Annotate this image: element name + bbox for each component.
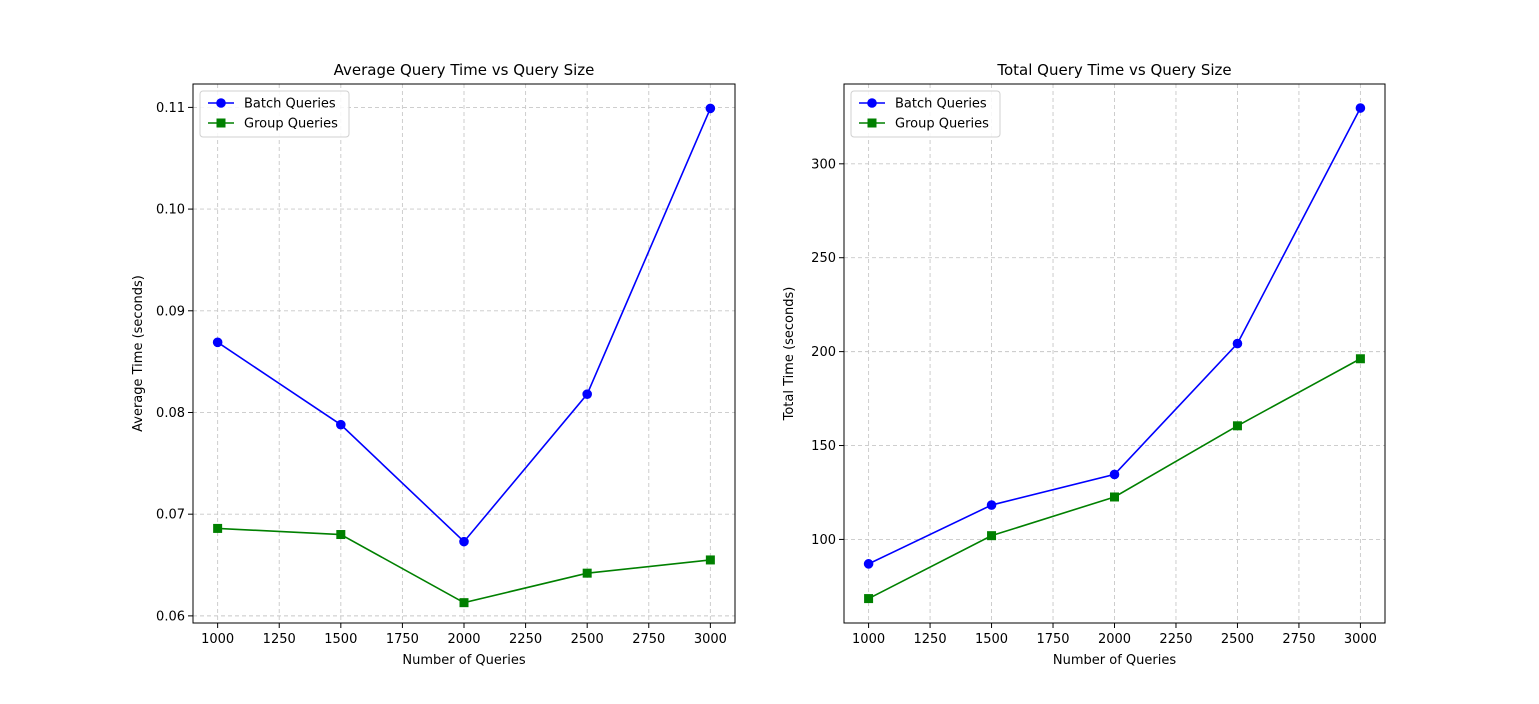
y-tick-label: 300 [811,157,836,172]
legend-box [850,90,1001,138]
legend-marker-group-queries [216,118,226,128]
data-point-batch-queries [582,389,592,399]
legend-label-group-queries: Group Queries [895,117,989,132]
x-axis-label: Number of Queries [1053,653,1176,668]
data-point-group-queries [213,523,223,533]
data-point-group-queries [864,594,874,604]
data-point-batch-queries [1232,338,1243,349]
x-tick-label: 2250 [1159,632,1192,647]
y-tick-label: 0.08 [156,406,185,421]
y-tick-label: 0.11 [156,101,185,116]
y-tick-label: 0.07 [156,508,185,523]
x-tick-label: 1750 [1036,632,1069,647]
chart-title: Average Query Time vs Query Size [334,61,595,79]
y-tick-label: 0.10 [156,203,185,218]
data-point-group-queries [336,530,346,540]
x-tick-label: 2500 [1221,632,1254,647]
legend: Batch Queries Group Queries [850,90,1001,138]
chart-average-query-time: 1000 1250 1500 1750 2000 2250 2500 2750 3000 0.06… [131,61,736,668]
legend-label-batch-queries: Batch Queries [895,97,987,112]
data-point-batch-queries [986,500,997,510]
data-point-batch-queries [863,559,874,569]
data-point-batch-queries [336,419,346,430]
data-point-batch-queries [1355,103,1366,113]
x-tick-label: 1500 [975,632,1008,647]
x-tick-label: 1250 [263,632,296,647]
x-tick-label: 3000 [694,632,727,647]
legend-marker-batch-queries [867,98,877,108]
legend-label-batch-queries: Batch Queries [244,97,336,112]
x-tick-label: 2000 [447,632,480,647]
data-point-batch-queries [212,337,223,348]
y-tick-label: 200 [811,345,836,360]
x-axis-label: Number of Queries [402,653,525,668]
data-point-group-queries [705,555,715,565]
x-tick-label: 1750 [386,632,419,647]
y-tick-label: 250 [811,251,836,266]
data-point-group-queries [1232,421,1242,431]
x-tick-label: 2500 [571,632,604,647]
data-point-group-queries [987,531,997,541]
x-tick-label: 2750 [632,632,665,647]
data-point-batch-queries [459,536,469,547]
y-axis-label: Total Time (seconds) [782,287,797,422]
legend: Batch Queries Group Queries [199,90,350,138]
x-tick-label: 1000 [852,632,885,647]
chart-title: Total Query Time vs Query Size [996,61,1231,79]
chart-total-query-time: 1000 1250 1500 1750 2000 2250 2500 2750 3000 100 1… [782,61,1386,668]
y-axis-label: Average Time (seconds) [131,275,146,432]
x-tick-label: 2000 [1098,632,1131,647]
x-tick-label: 1000 [201,632,234,647]
x-tick-label: 1500 [324,632,357,647]
data-point-group-queries [1110,492,1119,502]
legend-box [199,90,350,138]
legend-marker-group-queries [867,118,877,128]
data-point-batch-queries [1109,469,1120,480]
x-tick-label: 2250 [509,632,542,647]
data-point-group-queries [582,568,592,578]
data-point-group-queries [459,598,469,608]
x-tick-label: 1250 [914,632,947,647]
data-point-group-queries [1355,354,1365,364]
x-tick-label: 3000 [1344,632,1377,647]
legend-marker-batch-queries [216,98,226,108]
x-tick-label: 2750 [1282,632,1315,647]
data-point-batch-queries [705,103,716,114]
y-tick-label: 150 [811,439,836,454]
y-tick-label: 0.06 [156,609,185,624]
legend-label-group-queries: Group Queries [244,117,338,132]
y-tick-label: 100 [811,533,836,548]
y-tick-label: 0.09 [156,304,185,319]
